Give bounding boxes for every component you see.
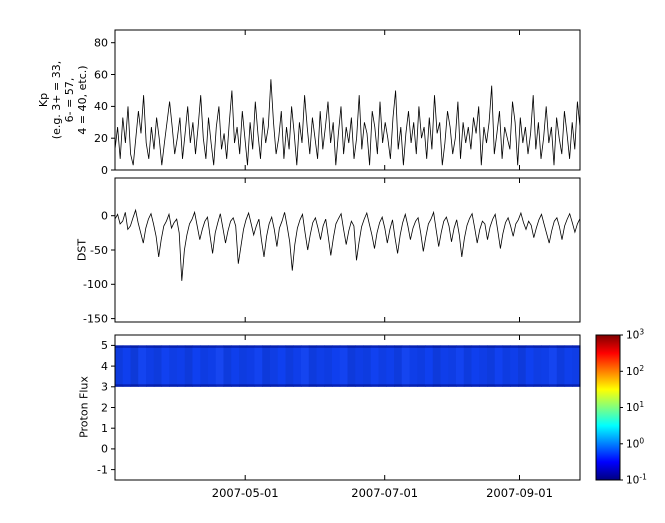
kp-axis-label-line2: (e.g. 3+ = 33, xyxy=(50,60,63,140)
flux-band-streak xyxy=(316,345,325,387)
flux-band-streak xyxy=(208,345,217,387)
flux-band-streak xyxy=(277,345,287,387)
flux-band-streak xyxy=(177,345,186,387)
y-tick-label: 20 xyxy=(94,132,108,145)
flux-band-streak xyxy=(525,345,535,387)
flux-band-streak xyxy=(161,345,170,387)
y-tick-label: 1 xyxy=(101,422,108,435)
flux-band-streak xyxy=(115,345,124,387)
flux-band-streak xyxy=(239,345,248,387)
x-tick-label: 2007-05-01 xyxy=(212,486,279,500)
flux-band-streak xyxy=(301,345,310,387)
flux-band-streak xyxy=(409,345,418,387)
y-tick-label: 5 xyxy=(101,339,108,352)
flux-band-streak xyxy=(394,345,403,387)
flux-band-streak xyxy=(246,345,256,387)
flux-band-streak xyxy=(285,345,294,387)
flux-band-streak xyxy=(502,345,511,387)
flux-band-streak xyxy=(448,345,457,387)
flux-band-top-edge xyxy=(115,345,580,348)
flux-band-streak xyxy=(564,345,573,387)
flux-band-streak xyxy=(533,345,542,387)
flux-band-streak xyxy=(184,345,194,387)
flux-band-streak xyxy=(324,345,333,387)
x-tick-label: 2007-07-01 xyxy=(351,486,418,500)
kp-axis-label: Kp (e.g. 3+ = 33, 6- = 57, 4 = 40, etc.) xyxy=(37,61,89,139)
flux-band-streak xyxy=(169,345,178,387)
panel-kp-index: 0 20 40 60 80 xyxy=(94,29,581,177)
flux-band-streak xyxy=(572,345,581,387)
flux-band-streak xyxy=(122,345,132,387)
y-tick-label: 80 xyxy=(94,37,108,50)
flux-band-streak xyxy=(386,345,395,387)
y-tick-label: 3 xyxy=(101,381,108,394)
flux-band-streak xyxy=(130,345,139,387)
proton-flux-axis-label: Proton Flux xyxy=(77,376,91,438)
flux-band-streak xyxy=(471,345,480,387)
y-tick-label: 2 xyxy=(101,401,108,414)
flux-band-streak xyxy=(223,345,232,387)
flux-band-streak xyxy=(293,345,302,387)
y-tick-label: -1 xyxy=(97,463,108,476)
flux-band-streak xyxy=(487,345,496,387)
y-tick-label: 40 xyxy=(94,100,108,113)
flux-band-streak xyxy=(138,345,147,387)
flux-band-streak xyxy=(339,345,349,387)
flux-band-streak xyxy=(332,345,341,387)
flux-band-bottom-edge xyxy=(115,384,580,387)
panel-border xyxy=(114,29,581,171)
flux-band-streak xyxy=(192,345,201,387)
flux-band-streak xyxy=(494,345,504,387)
kp-axis-label-line1: Kp xyxy=(37,92,50,108)
flux-band-streak xyxy=(463,345,473,387)
panel-proton-flux-spectrogram: -1 0 1 2 3 4 5 xyxy=(97,334,581,481)
flux-band-streak xyxy=(262,345,271,387)
flux-band-streak xyxy=(425,345,434,387)
flux-band-streak xyxy=(347,345,356,387)
kp-index-line xyxy=(114,79,581,166)
y-tick-label: -50 xyxy=(90,244,108,257)
flux-band-streak xyxy=(456,345,465,387)
flux-band-streak xyxy=(355,345,364,387)
flux-band-streak xyxy=(518,345,527,387)
flux-band-streak xyxy=(549,345,558,387)
flux-band-streak xyxy=(541,345,550,387)
flux-band-streak xyxy=(200,345,209,387)
dst-index-line xyxy=(114,208,581,281)
flux-band-streak xyxy=(370,345,380,387)
flux-band-streak xyxy=(440,345,449,387)
flux-band-streak xyxy=(417,345,426,387)
panel-dst-index: 0 -50 -100 -150 xyxy=(83,177,581,325)
y-tick-label: 4 xyxy=(101,360,108,373)
y-tick-label: 60 xyxy=(94,68,108,81)
y-tick-label: 0 xyxy=(101,164,108,177)
flux-band-streak xyxy=(146,345,155,387)
flux-band-streak xyxy=(270,345,279,387)
flux-band-streak xyxy=(401,345,411,387)
flux-band-streak xyxy=(308,345,318,387)
flux-band-streak xyxy=(479,345,488,387)
flux-band-streak xyxy=(231,345,240,387)
y-tick-label: -150 xyxy=(83,312,108,325)
y-tick-label: 0 xyxy=(101,210,108,223)
x-tick-label: 2007-09-01 xyxy=(486,486,553,500)
flux-band-streak xyxy=(254,345,263,387)
flux-band-streak xyxy=(153,345,163,387)
dst-axis-label: DST xyxy=(75,238,89,262)
flux-band-streak xyxy=(432,345,442,387)
flux-band-streak xyxy=(510,345,519,387)
flux-band-streak xyxy=(378,345,387,387)
y-tick-label: 0 xyxy=(101,443,108,456)
colorbar-gradient xyxy=(595,334,621,481)
flux-band-streak xyxy=(556,345,566,387)
kp-axis-label-line3: 6- = 57, xyxy=(63,77,76,123)
kp-axis-label-line4: 4 = 40, etc.) xyxy=(76,65,89,135)
flux-band-streak xyxy=(363,345,372,387)
flux-band-streak xyxy=(215,345,225,387)
y-tick-label: -100 xyxy=(83,278,108,291)
